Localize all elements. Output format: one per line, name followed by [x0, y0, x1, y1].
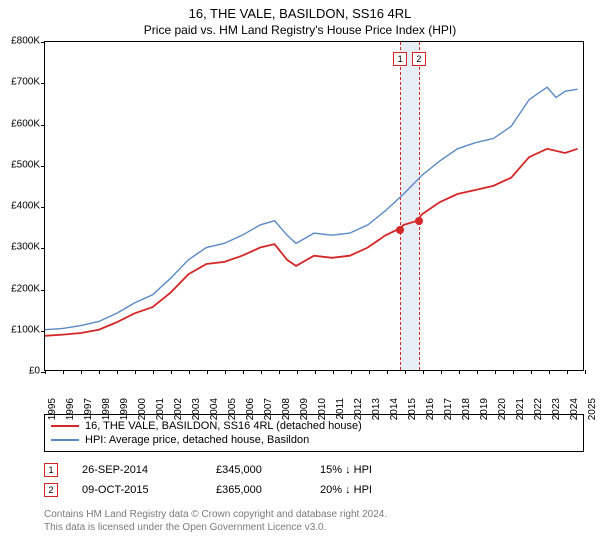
y-tick-label: £800K	[11, 36, 40, 47]
attribution: Contains HM Land Registry data © Crown c…	[44, 508, 584, 534]
legend: 16, THE VALE, BASILDON, SS16 4RL (detach…	[44, 414, 584, 452]
event-delta: 15% ↓ HPI	[320, 464, 420, 476]
event-delta: 20% ↓ HPI	[320, 484, 420, 496]
legend-swatch	[51, 425, 79, 427]
legend-row: HPI: Average price, detached house, Basi…	[51, 433, 577, 447]
legend-label: HPI: Average price, detached house, Basi…	[85, 434, 309, 446]
legend-swatch	[51, 439, 79, 441]
event-number-box: 2	[44, 483, 58, 497]
event-dot	[415, 217, 423, 225]
events-table: 1 26-SEP-2014 £345,000 15% ↓ HPI 2 09-OC…	[44, 460, 584, 500]
chart: £0£100K£200K£300K£400K£500K£600K£700K£80…	[44, 41, 584, 371]
y-tick-label: £500K	[11, 159, 40, 170]
chart-lines	[45, 42, 583, 371]
legend-row: 16, THE VALE, BASILDON, SS16 4RL (detach…	[51, 419, 577, 433]
y-tick-label: £0	[29, 366, 40, 377]
plot-area: 12	[44, 41, 584, 371]
below-chart: 16, THE VALE, BASILDON, SS16 4RL (detach…	[44, 414, 584, 534]
x-tick-label: 2025	[587, 398, 598, 420]
y-tick-label: £200K	[11, 283, 40, 294]
event-number-box: 1	[44, 463, 58, 477]
marker-box: 1	[393, 52, 407, 66]
y-tick-label: £100K	[11, 324, 40, 335]
event-price: £345,000	[216, 464, 296, 476]
y-tick-label: £300K	[11, 242, 40, 253]
y-tick-label: £700K	[11, 77, 40, 88]
event-dot	[396, 226, 404, 234]
chart-container: 16, THE VALE, BASILDON, SS16 4RL Price p…	[0, 0, 600, 560]
event-date: 09-OCT-2015	[82, 484, 192, 496]
attribution-line: This data is licensed under the Open Gov…	[44, 521, 584, 534]
event-price: £365,000	[216, 484, 296, 496]
page-title: 16, THE VALE, BASILDON, SS16 4RL	[0, 0, 600, 21]
series-line-hpi	[45, 87, 578, 329]
legend-label: 16, THE VALE, BASILDON, SS16 4RL (detach…	[85, 420, 362, 432]
x-axis: 1995199619971998199920002001200220032004…	[44, 371, 584, 409]
series-line-property	[45, 149, 578, 336]
event-row: 2 09-OCT-2015 £365,000 20% ↓ HPI	[44, 480, 584, 500]
page-subtitle: Price paid vs. HM Land Registry's House …	[0, 21, 600, 41]
marker-box: 2	[412, 52, 426, 66]
y-tick-label: £600K	[11, 118, 40, 129]
event-row: 1 26-SEP-2014 £345,000 15% ↓ HPI	[44, 460, 584, 480]
attribution-line: Contains HM Land Registry data © Crown c…	[44, 508, 584, 521]
y-tick-label: £400K	[11, 201, 40, 212]
y-axis: £0£100K£200K£300K£400K£500K£600K£700K£80…	[0, 41, 44, 371]
event-date: 26-SEP-2014	[82, 464, 192, 476]
